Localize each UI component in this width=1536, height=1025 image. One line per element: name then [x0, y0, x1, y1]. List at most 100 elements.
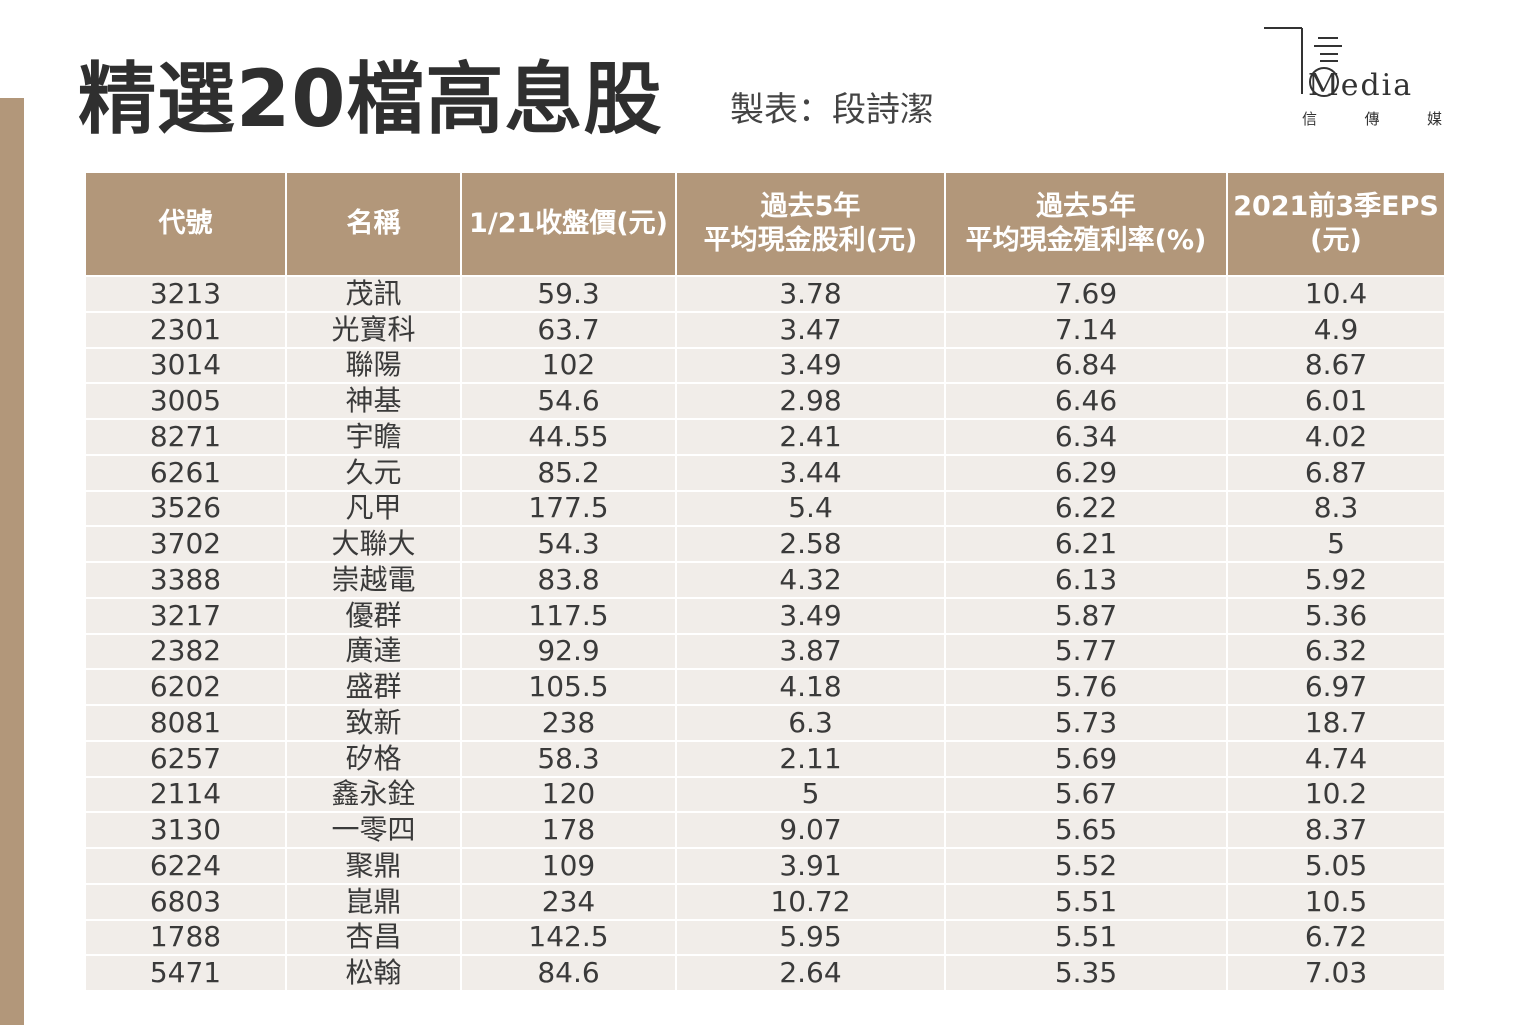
cell-close-price: 117.5: [461, 596, 677, 634]
cell-avg-dividend: 3.47: [676, 310, 946, 348]
cell-close-price: 85.2: [461, 453, 677, 491]
cell-close-price: 238: [461, 704, 677, 741]
header-close-price: 1/21收盤價(元): [461, 173, 677, 276]
cell-eps: 18.7: [1227, 704, 1444, 741]
header-avg-yield: 過去5年 平均現金殖利率(%): [945, 173, 1228, 276]
cell-name: 矽格: [286, 739, 462, 777]
header-avg-dividend: 過去5年 平均現金股利(元): [676, 173, 946, 276]
cell-close-price: 234: [461, 882, 677, 920]
cell-name: 凡甲: [286, 489, 462, 527]
cell-eps: 5.05: [1227, 847, 1444, 884]
cell-close-price: 102: [461, 346, 677, 384]
table-row: 3526 凡甲 177.5 5.4 6.22 8.3: [86, 489, 1444, 527]
logo-sub-char: 信: [1302, 110, 1318, 128]
cell-avg-dividend: 9.07: [676, 811, 946, 848]
cell-close-price: 58.3: [461, 739, 677, 777]
cell-name: 聯陽: [286, 346, 462, 384]
cell-avg-dividend: 2.41: [676, 418, 946, 455]
cell-eps: 8.37: [1227, 811, 1444, 848]
cell-close-price: 177.5: [461, 489, 677, 527]
cell-avg-dividend: 3.49: [676, 596, 946, 634]
cell-avg-yield: 6.84: [945, 346, 1228, 384]
cell-avg-yield: 5.65: [945, 811, 1228, 848]
table-row: 2114 鑫永銓 120 5 5.67 10.2: [86, 775, 1444, 813]
table-row: 3217 優群 117.5 3.49 5.87 5.36: [86, 596, 1444, 634]
table-row: 3213 茂訊 59.3 3.78 7.69 10.4: [86, 275, 1444, 312]
cell-close-price: 63.7: [461, 310, 677, 348]
logo-subtitle: 信 傳 媒: [1302, 108, 1442, 129]
cell-code: 8271: [86, 418, 287, 455]
cell-name: 大聯大: [286, 525, 462, 562]
cell-avg-dividend: 6.3: [676, 704, 946, 741]
cell-eps: 5: [1227, 525, 1444, 562]
cell-avg-yield: 6.13: [945, 561, 1228, 598]
table-row: 6803 崑鼎 234 10.72 5.51 10.5: [86, 882, 1444, 920]
cell-name: 崑鼎: [286, 882, 462, 920]
cell-avg-yield: 5.67: [945, 775, 1228, 813]
logo-wordmark: Media: [1308, 68, 1414, 103]
cell-code: 6803: [86, 882, 287, 920]
cell-avg-dividend: 2.98: [676, 382, 946, 419]
cell-avg-yield: 5.77: [945, 632, 1228, 670]
cell-avg-yield: 7.14: [945, 310, 1228, 348]
cell-code: 6224: [86, 847, 287, 884]
cell-close-price: 105.5: [461, 668, 677, 705]
table-row: 8081 致新 238 6.3 5.73 18.7: [86, 704, 1444, 741]
cell-eps: 10.5: [1227, 882, 1444, 920]
table-row: 6224 聚鼎 109 3.91 5.52 5.05: [86, 847, 1444, 884]
cell-avg-dividend: 5.95: [676, 918, 946, 956]
table-row: 8271 宇瞻 44.55 2.41 6.34 4.02: [86, 418, 1444, 455]
table-credit: 製表：段詩潔: [730, 90, 934, 130]
cell-close-price: 54.6: [461, 382, 677, 419]
cell-close-price: 84.6: [461, 954, 677, 990]
cell-eps: 8.67: [1227, 346, 1444, 384]
cell-code: 5471: [86, 954, 287, 990]
header-eps: 2021前3季EPS (元): [1227, 173, 1444, 276]
cell-name: 杏昌: [286, 918, 462, 956]
table-row: 3130 一零四 178 9.07 5.65 8.37: [86, 811, 1444, 848]
cell-close-price: 54.3: [461, 525, 677, 562]
logo-sub-char: 傳: [1364, 110, 1380, 128]
cell-code: 8081: [86, 704, 287, 741]
cell-code: 2114: [86, 775, 287, 813]
cell-avg-yield: 6.29: [945, 453, 1228, 491]
logo: Media 信 傳 媒: [1262, 24, 1442, 134]
cell-eps: 6.01: [1227, 382, 1444, 419]
cell-code: 3005: [86, 382, 287, 419]
cell-avg-dividend: 3.49: [676, 346, 946, 384]
cell-name: 鑫永銓: [286, 775, 462, 813]
table-row: 3005 神基 54.6 2.98 6.46 6.01: [86, 382, 1444, 419]
cell-eps: 8.3: [1227, 489, 1444, 527]
cell-code: 3130: [86, 811, 287, 848]
cell-avg-yield: 5.51: [945, 918, 1228, 956]
cell-avg-yield: 6.46: [945, 382, 1228, 419]
cell-eps: 6.97: [1227, 668, 1444, 705]
cell-name: 宇瞻: [286, 418, 462, 455]
cell-avg-yield: 5.35: [945, 954, 1228, 990]
cell-code: 6257: [86, 739, 287, 777]
cell-close-price: 178: [461, 811, 677, 848]
cell-name: 聚鼎: [286, 847, 462, 884]
cell-avg-dividend: 10.72: [676, 882, 946, 920]
cell-code: 2301: [86, 310, 287, 348]
cell-avg-yield: 5.76: [945, 668, 1228, 705]
cell-name: 崇越電: [286, 561, 462, 598]
cell-avg-dividend: 3.87: [676, 632, 946, 670]
cell-eps: 5.36: [1227, 596, 1444, 634]
cell-eps: 7.03: [1227, 954, 1444, 990]
cell-name: 神基: [286, 382, 462, 419]
cell-close-price: 109: [461, 847, 677, 884]
cell-eps: 5.92: [1227, 561, 1444, 598]
cell-code: 3217: [86, 596, 287, 634]
cell-eps: 10.4: [1227, 275, 1444, 312]
cell-avg-yield: 6.21: [945, 525, 1228, 562]
table-row: 3702 大聯大 54.3 2.58 6.21 5: [86, 525, 1444, 562]
cell-name: 廣達: [286, 632, 462, 670]
cell-close-price: 44.55: [461, 418, 677, 455]
cell-close-price: 83.8: [461, 561, 677, 598]
table-row: 3388 崇越電 83.8 4.32 6.13 5.92: [86, 561, 1444, 598]
table-row: 6257 矽格 58.3 2.11 5.69 4.74: [86, 739, 1444, 777]
cell-eps: 6.72: [1227, 918, 1444, 956]
cell-name: 茂訊: [286, 275, 462, 312]
cell-code: 3702: [86, 525, 287, 562]
